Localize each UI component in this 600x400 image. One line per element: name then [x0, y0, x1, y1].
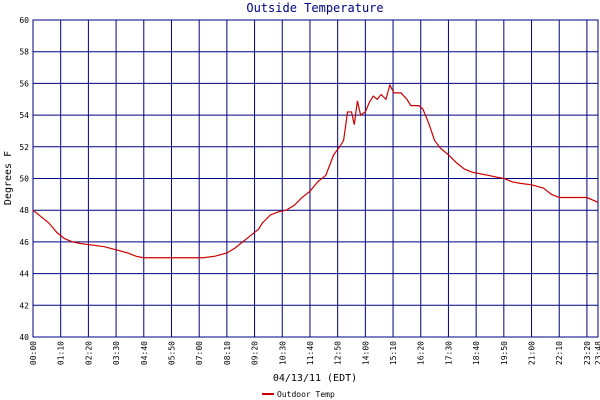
x-tick-label: 17:30: [444, 341, 453, 365]
y-tick-label: 56: [19, 79, 29, 88]
y-tick-label: 52: [19, 143, 29, 152]
x-tick-label: 15:10: [389, 341, 398, 365]
x-axis-label: 04/13/11 (EDT): [273, 373, 357, 384]
legend-label: Outdoor Temp: [277, 390, 335, 399]
y-tick-label: 44: [19, 270, 29, 279]
x-tick-label: 23:20: [583, 341, 592, 365]
chart-title: Outside Temperature: [246, 1, 383, 15]
y-tick-label: 58: [19, 48, 29, 57]
x-tick-label: 00:00: [29, 341, 38, 365]
x-tick-label: 04:40: [140, 341, 149, 365]
x-tick-label: 23:48: [594, 341, 600, 365]
x-tick-label: 19:50: [500, 341, 509, 365]
y-tick-label: 54: [19, 111, 29, 120]
y-tick-label: 48: [19, 206, 29, 215]
x-tick-label: 08:10: [223, 341, 232, 365]
x-tick-label: 05:50: [167, 341, 176, 365]
x-tick-label: 02:20: [84, 341, 93, 365]
x-tick-label: 16:20: [417, 341, 426, 365]
x-tick-label: 11:40: [306, 341, 315, 365]
x-tick-label: 12:50: [334, 341, 343, 365]
x-tick-label: 09:20: [251, 341, 260, 365]
y-tick-label: 40: [19, 333, 29, 342]
y-tick-label: 46: [19, 238, 29, 247]
x-tick-label: 03:30: [112, 341, 121, 365]
y-axis-label: Degrees F: [3, 151, 14, 205]
data-line: [32, 83, 599, 259]
x-tick-label: 21:00: [528, 341, 537, 365]
y-tick-label: 50: [19, 175, 29, 184]
x-tick-label: 10:30: [278, 341, 287, 365]
x-tick-label: 07:00: [195, 341, 204, 365]
x-tick-label: 22:10: [555, 341, 564, 365]
y-tick-label: 42: [19, 301, 29, 310]
x-tick-label: 18:40: [472, 341, 481, 365]
y-tick-label: 60: [19, 16, 29, 25]
x-tick-label: 14:00: [361, 341, 370, 365]
x-tick-label: 01:10: [57, 341, 66, 365]
